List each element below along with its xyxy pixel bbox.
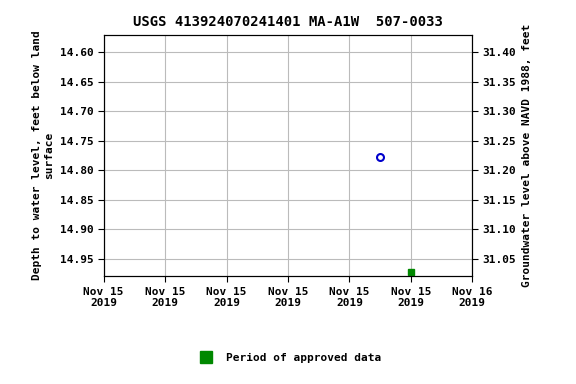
Title: USGS 413924070241401 MA-A1W  507-0033: USGS 413924070241401 MA-A1W 507-0033 — [133, 15, 443, 29]
Y-axis label: Depth to water level, feet below land
surface: Depth to water level, feet below land su… — [32, 31, 54, 280]
Y-axis label: Groundwater level above NAVD 1988, feet: Groundwater level above NAVD 1988, feet — [522, 24, 532, 287]
Legend: Period of approved data: Period of approved data — [191, 348, 385, 368]
